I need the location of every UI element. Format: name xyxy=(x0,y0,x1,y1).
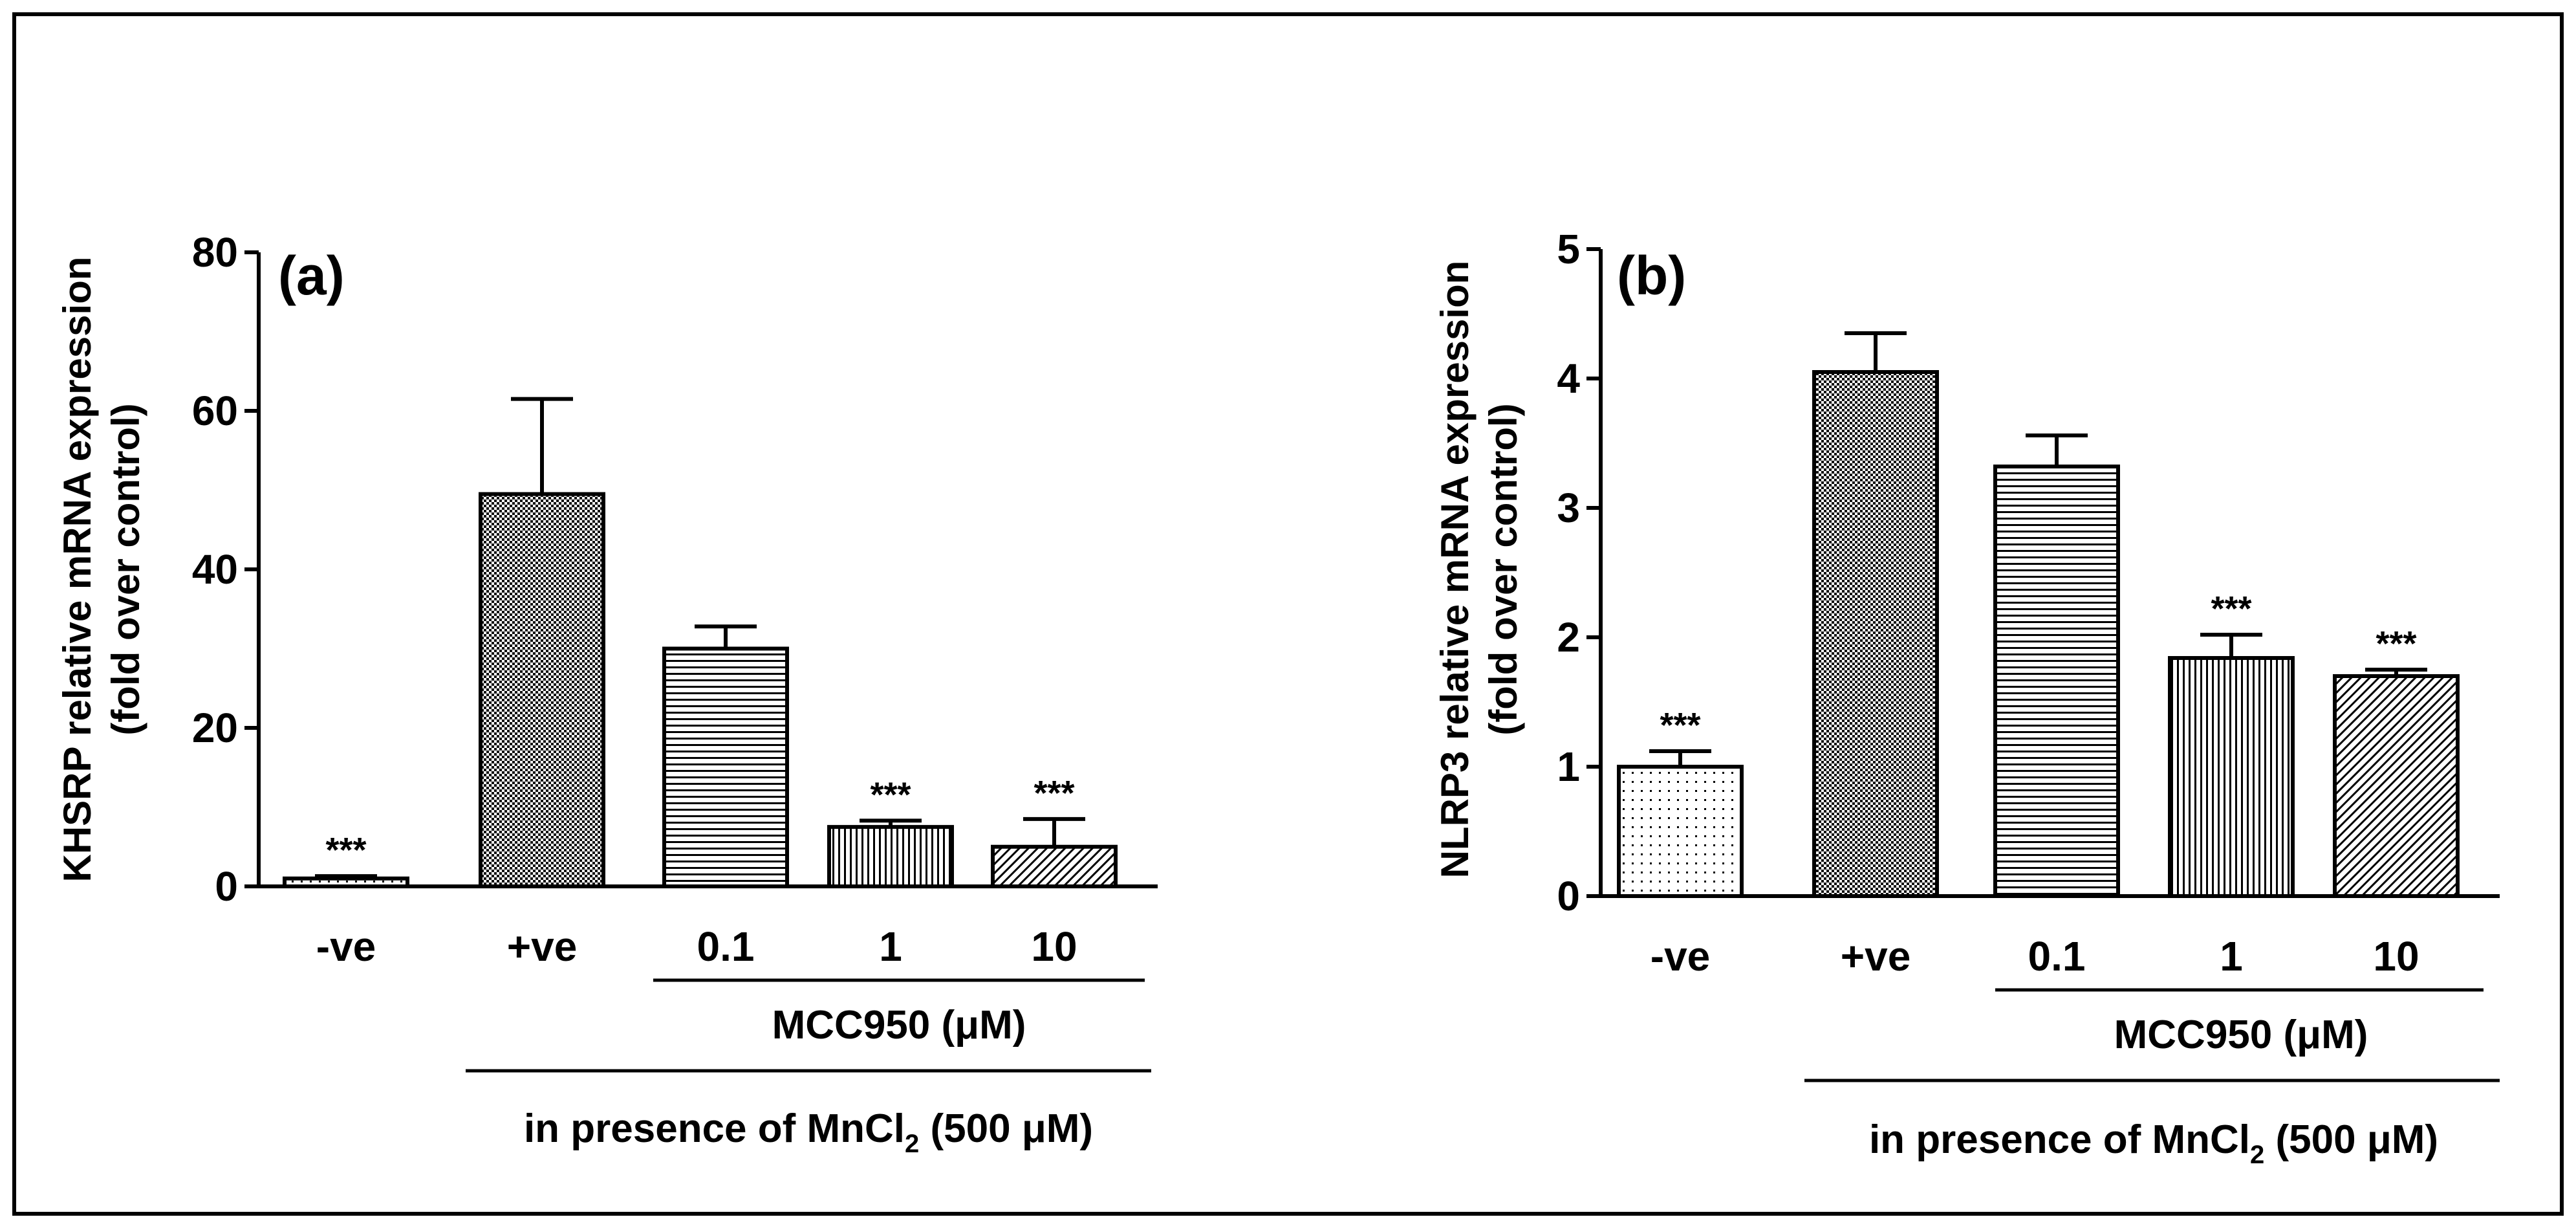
bar xyxy=(479,492,605,888)
group-label-mcc950: MCC950 (μM) xyxy=(2114,1013,2368,1057)
x-tick-label: 0.1 xyxy=(2028,933,2086,980)
significance-marker: *** xyxy=(1034,774,1074,813)
bar xyxy=(2168,656,2295,898)
figure-border xyxy=(12,12,2564,1216)
group-label-mncl2: in presence of MnCl2 (500 μM) xyxy=(1869,1117,2438,1169)
y-tick-label: 20 xyxy=(192,705,238,751)
bar xyxy=(1812,370,1939,898)
panel-label: (a) xyxy=(278,245,345,306)
y-tick-label: 4 xyxy=(1557,355,1580,402)
x-tick-label: 1 xyxy=(879,923,902,970)
bar xyxy=(2333,674,2460,898)
y-tick-label: 0 xyxy=(1557,873,1580,919)
significance-marker: *** xyxy=(2211,589,2251,628)
group-label-mncl2: in presence of MnCl2 (500 μM) xyxy=(524,1106,1093,1158)
bar xyxy=(827,825,954,888)
significance-marker: *** xyxy=(870,775,911,814)
y-tick-label: 80 xyxy=(192,229,238,276)
group-label-mcc950: MCC950 (μM) xyxy=(772,1003,1026,1047)
panel-b: 0 1 2 3 4 5 NLRP3 relative mRNA expression (fol… xyxy=(1433,226,2500,1169)
significance-marker: *** xyxy=(2376,624,2416,663)
x-tick-label: 0.1 xyxy=(697,923,755,970)
x-tick-label: -ve xyxy=(1651,933,1711,980)
significance-marker: *** xyxy=(325,831,366,870)
y-tick-label: 1 xyxy=(1557,743,1580,790)
bar xyxy=(991,844,1118,888)
x-tick-label: -ve xyxy=(316,923,376,970)
panel-label: (b) xyxy=(1617,245,1686,306)
significance-marker: *** xyxy=(1660,706,1700,745)
y-tick-label: 5 xyxy=(1557,226,1580,272)
y-tick-label: 2 xyxy=(1557,614,1580,661)
y-axis-label: NLRP3 relative mRNA expression xyxy=(1433,261,1477,879)
y-axis-label-unit: (fold over control) xyxy=(1482,403,1525,735)
x-tick-label: 10 xyxy=(1031,923,1077,970)
y-tick-label: 60 xyxy=(192,388,238,434)
y-tick-label: 3 xyxy=(1557,485,1580,531)
bar xyxy=(662,646,789,888)
bar xyxy=(1993,465,2120,898)
x-tick-label: +ve xyxy=(507,923,578,970)
y-axis-label: KHSRP relative mRNA expression xyxy=(56,256,99,882)
y-axis-label-unit: (fold over control) xyxy=(104,403,147,735)
x-tick-label: 1 xyxy=(2220,933,2243,980)
y-tick-label: 0 xyxy=(215,863,238,910)
x-tick-label: 10 xyxy=(2373,933,2419,980)
y-tick-label: 40 xyxy=(192,546,238,593)
x-tick-label: +ve xyxy=(1841,933,1911,980)
bar xyxy=(1617,765,1744,898)
